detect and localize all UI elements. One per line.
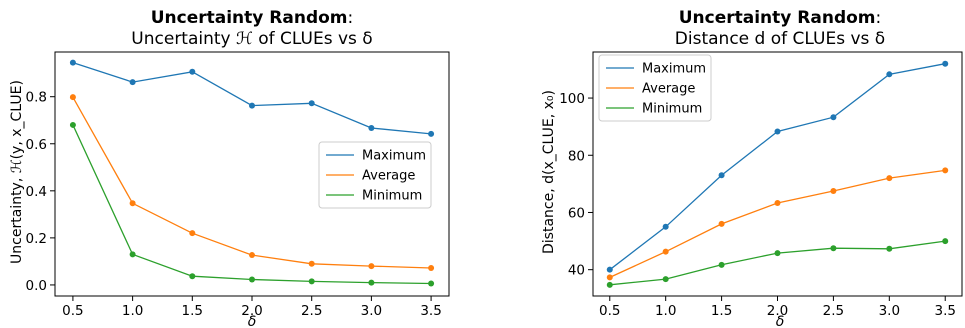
legend-label: Average — [362, 169, 415, 184]
data-point — [606, 266, 613, 273]
y-tick-label: 0.2 — [26, 231, 47, 247]
x-tick-label: 1.5 — [711, 303, 732, 319]
x-tick-label: 0.5 — [62, 303, 83, 319]
data-point — [189, 273, 196, 280]
data-point — [830, 188, 837, 195]
x-tick-label: 3.5 — [420, 303, 441, 319]
x-tick-label: 2.5 — [301, 303, 322, 319]
data-point — [662, 223, 669, 230]
data-point — [886, 245, 893, 252]
data-point — [718, 172, 725, 179]
series-minimum — [606, 238, 949, 288]
x-tick-label: 1.0 — [655, 303, 676, 319]
data-point — [774, 200, 781, 207]
data-point — [69, 94, 76, 101]
chart-1-title: Uncertainty Random: — [151, 8, 354, 28]
data-point — [606, 274, 613, 281]
data-point — [368, 263, 375, 270]
chart-1-title-bold: Uncertainty Random — [151, 8, 348, 28]
y-tick-label: 60 — [568, 205, 585, 221]
chart-1-subtitle: Uncertainty ℋ of CLUEs vs δ — [131, 29, 372, 49]
x-tick-label: 2.0 — [241, 303, 262, 319]
data-point — [718, 261, 725, 268]
series-line — [609, 240, 946, 286]
data-point — [368, 279, 375, 286]
chart-1-xlabel: δ — [248, 314, 257, 328]
legend-label: Average — [642, 82, 695, 97]
data-point — [774, 128, 781, 135]
data-point — [718, 220, 725, 227]
data-point — [774, 250, 781, 257]
y-tick-label: 0.8 — [26, 90, 47, 106]
chart-2-ylabel: Distance, d(x_CLUE, x₀) — [541, 90, 557, 254]
data-point — [189, 68, 196, 75]
chart-1-title-rest: : — [348, 8, 354, 28]
y-tick-label: 40 — [568, 263, 585, 279]
legend-label: Minimum — [362, 189, 422, 204]
series-line — [609, 169, 946, 278]
y-tick-label: 0.6 — [26, 137, 47, 153]
data-point — [662, 276, 669, 283]
data-point — [830, 114, 837, 121]
data-point — [606, 281, 613, 288]
data-point — [886, 175, 893, 182]
y-tick-label: 0.0 — [26, 278, 47, 294]
data-point — [249, 276, 255, 283]
data-point — [428, 130, 435, 137]
series-maximum — [606, 60, 949, 273]
data-point — [249, 252, 255, 259]
x-tick-label: 3.0 — [361, 303, 382, 319]
x-tick-label: 2.0 — [767, 303, 788, 319]
y-tick-label: 80 — [568, 148, 585, 164]
y-tick-label: 0.4 — [26, 184, 47, 200]
x-tick-label: 0.5 — [599, 303, 620, 319]
x-tick-label: 2.5 — [823, 303, 844, 319]
data-point — [129, 79, 136, 86]
x-tick-label: 1.5 — [182, 303, 203, 319]
legend-label: Minimum — [642, 102, 702, 117]
data-point — [942, 167, 949, 174]
x-tick-label: 1.0 — [122, 303, 143, 319]
chart-1-plot: 0.5 1.0 1.5 2.0 2.5 3.0 3.5 0.0 0.2 0.4 0.6 0.8 Maxi… — [26, 51, 450, 319]
chart-1-ylabel: Uncertainty, ℋ(y, x_CLUE) — [9, 80, 25, 264]
series-average — [69, 94, 435, 271]
chart-2-plot: 0.5 1.0 1.5 2.0 2.5 3.0 3.5 40 60 80 100 Maximum Ave… — [559, 51, 963, 319]
data-point — [942, 60, 949, 67]
series-maximum — [69, 59, 435, 137]
x-tick-label: 3.0 — [879, 303, 900, 319]
legend-box — [318, 141, 432, 209]
data-point — [129, 251, 136, 258]
chart-2-subtitle: Distance d of CLUEs vs δ — [675, 29, 885, 49]
chart-2-title-bold: Uncertainty Random — [679, 8, 876, 28]
series-minimum — [69, 121, 435, 287]
series-line — [72, 61, 432, 135]
data-point — [942, 238, 949, 245]
data-point — [308, 260, 315, 267]
chart-2-title-rest: : — [876, 8, 882, 28]
legend-label: Maximum — [642, 62, 706, 77]
data-point — [69, 121, 76, 128]
data-point — [308, 100, 315, 107]
data-point — [368, 125, 375, 131]
x-tick-label: 3.5 — [934, 303, 955, 319]
data-point — [69, 59, 76, 66]
y-tick-label: 100 — [559, 91, 585, 107]
data-point — [830, 245, 837, 252]
chart-2-xlabel: δ — [776, 314, 785, 328]
legend: Maximum Average Minimum — [318, 141, 432, 209]
chart-2-title: Uncertainty Random: — [679, 8, 882, 28]
series-average — [606, 167, 949, 281]
data-point — [428, 280, 435, 287]
data-point — [662, 248, 669, 255]
data-point — [129, 200, 136, 207]
data-point — [886, 71, 893, 78]
legend: Maximum Average Minimum — [598, 54, 712, 122]
data-point — [189, 230, 196, 237]
data-point — [428, 265, 435, 271]
data-point — [308, 278, 315, 285]
data-point — [249, 102, 255, 109]
legend-box — [598, 54, 712, 122]
legend-label: Maximum — [362, 149, 426, 164]
